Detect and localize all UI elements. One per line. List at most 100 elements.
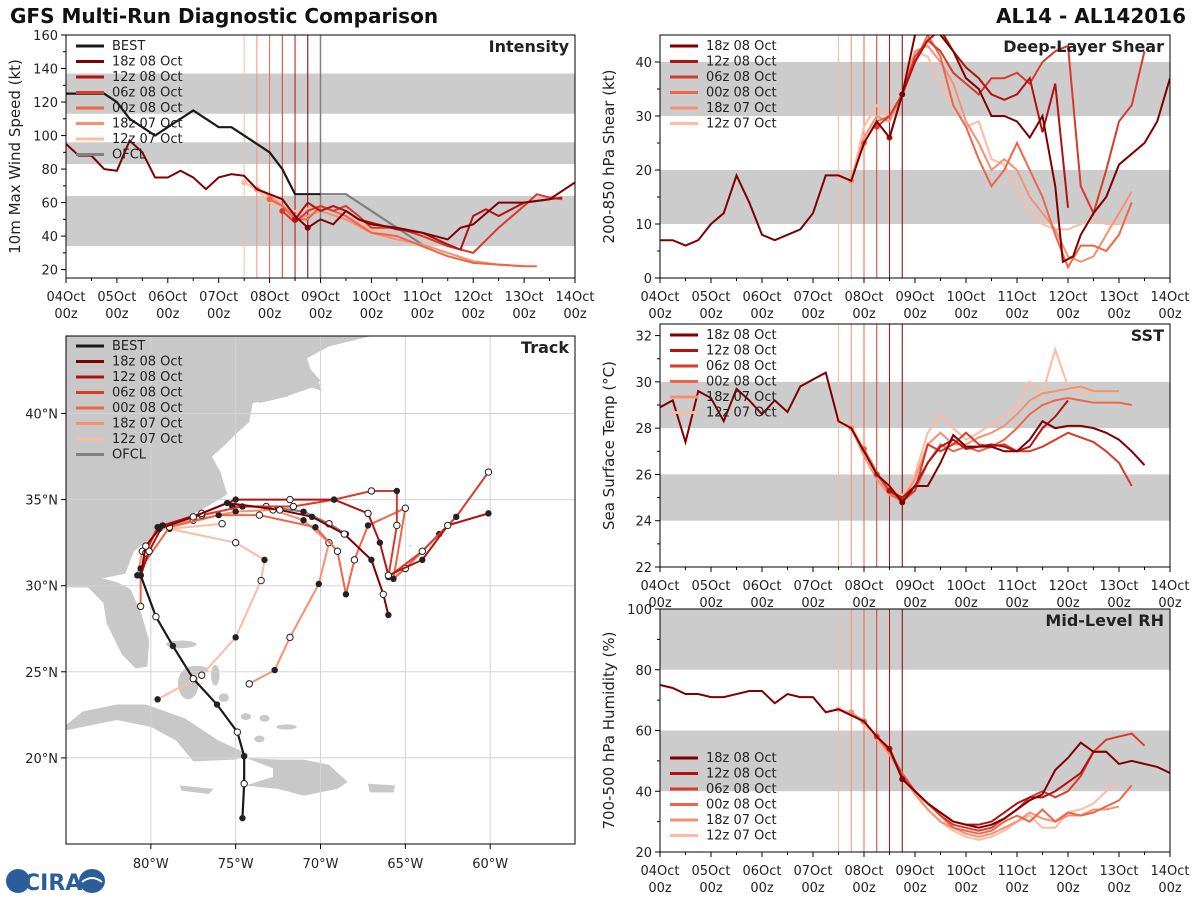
track-point-open: [418, 547, 426, 555]
panel-title: Deep-Layer Shear: [1003, 37, 1164, 56]
x-tick-hour-label: 00z: [512, 307, 536, 322]
land-bahamas-island: [276, 724, 297, 730]
track-point-filled: [312, 523, 319, 531]
legend-label: 00z 08 Oct: [706, 86, 777, 101]
track-point-open: [333, 547, 342, 555]
legend-label: 12z 07 Oct: [112, 132, 183, 147]
y-tick-label: 80: [635, 664, 652, 679]
x-tick-day-label: 13Oct: [1099, 290, 1138, 305]
x-tick-hour-label: 00z: [156, 307, 180, 322]
x-tick-hour-label: 00z: [699, 596, 723, 611]
x-tick-day-label: 04Oct: [640, 864, 679, 879]
x-tick-hour-label: 00z: [801, 881, 825, 896]
track-point-filled: [300, 517, 307, 524]
track-point-open: [289, 502, 298, 511]
y-tick-label: 140: [33, 63, 58, 78]
x-tick-day-label: 09Oct: [895, 864, 934, 879]
track-point-open: [276, 506, 284, 514]
y-tick-label: 20: [635, 164, 652, 179]
track-point-open: [367, 487, 376, 495]
y-tick-label: 100: [627, 603, 652, 618]
track-point-open: [384, 571, 393, 580]
legend-label: OFCL: [112, 148, 147, 163]
track-point-open: [136, 602, 145, 611]
x-tick-hour-label: 00z: [852, 307, 876, 322]
x-tick-hour-label: 00z: [903, 881, 927, 896]
y-tick-label: 26: [635, 468, 652, 483]
x-tick-hour-label: 00z: [648, 596, 672, 611]
legend-label: 12z 07 Oct: [112, 432, 183, 447]
x-tick-hour-label: 00z: [1107, 596, 1131, 611]
series-line: [875, 431, 1133, 502]
track-point-filled: [485, 510, 492, 517]
land-bahamas-island: [254, 735, 265, 743]
track-point-open: [484, 468, 493, 476]
logo-globe-icon: [6, 869, 30, 893]
x-tick-day-label: 05Oct: [691, 864, 730, 879]
x-tick-day-label: 09Oct: [895, 290, 934, 305]
threshold-band: [660, 474, 1170, 521]
x-tick-hour-label: 00z: [258, 307, 282, 322]
x-tick-day-label: 08Oct: [250, 290, 289, 305]
x-tick-hour-label: 00z: [360, 307, 384, 322]
init-point: [899, 91, 906, 98]
y-tick-label: 25°N: [25, 666, 58, 681]
track-point-open: [444, 521, 452, 530]
track-point-open: [286, 633, 294, 642]
land-jamaica: [179, 785, 214, 795]
threshold-band: [660, 609, 1170, 670]
track-point-filled: [213, 701, 221, 708]
x-tick-hour-label: 00z: [801, 307, 825, 322]
track-point-open: [364, 509, 372, 518]
x-tick-day-label: 04Oct: [46, 290, 85, 305]
legend-label: 18z 08 Oct: [706, 751, 777, 766]
x-tick-hour-label: 00z: [1107, 881, 1131, 896]
y-tick-label: 30°N: [25, 580, 58, 595]
x-tick-hour-label: 00z: [750, 307, 774, 322]
land-bahamas-island: [240, 713, 251, 721]
figure-title: GFS Multi-Run Diagnostic Comparison: [10, 4, 439, 28]
x-tick-hour-label: 00z: [105, 307, 129, 322]
x-tick-hour-label: 00z: [1005, 307, 1029, 322]
legend-label: 06z 08 Oct: [112, 386, 183, 401]
track-point-filled: [156, 525, 163, 533]
track-point-filled: [261, 556, 268, 564]
y-axis-label: Sea Surface Temp (°C): [600, 361, 618, 530]
legend-label: 12z 08 Oct: [706, 344, 777, 359]
land-long-island: [256, 394, 289, 404]
legend-label: 12z 08 Oct: [112, 370, 183, 385]
plot-area: [66, 35, 575, 278]
track-point-open: [350, 556, 359, 564]
y-tick-label: 30: [635, 110, 652, 125]
x-tick-day-label: 04Oct: [640, 290, 679, 305]
track-point-filled: [390, 575, 397, 583]
y-tick-label: 30: [635, 376, 652, 391]
x-tick-hour-label: 00z: [648, 307, 672, 322]
track-point-open: [218, 520, 226, 528]
legend-label: 12z 08 Oct: [706, 767, 777, 782]
x-tick-day-label: 10Oct: [946, 864, 985, 879]
track-point-filled: [308, 513, 316, 521]
track-point-filled: [376, 539, 384, 546]
init-point: [279, 207, 286, 214]
legend-label: 12z 07 Oct: [706, 406, 777, 421]
track-point-filled: [364, 522, 372, 529]
y-tick-label: 28: [635, 422, 652, 437]
x-tick-hour-label: 00z: [699, 881, 723, 896]
x-tick-day-label: 11Oct: [997, 290, 1036, 305]
logo-text: CIRA: [24, 871, 82, 896]
legend-label: 18z 07 Oct: [706, 813, 777, 828]
panel-shear: Deep-Layer Shear 0 10 20 30 40 200-850 hPa She…: [600, 34, 1190, 322]
series-line: [66, 138, 575, 241]
panel-sst: SST 22 24 26 28 30 32 Sea Surface Temp (°C) 04Oc…: [600, 323, 1190, 611]
plot-area: [660, 35, 1170, 278]
threshold-band: [660, 730, 1170, 792]
init-point: [304, 224, 311, 231]
y-tick-label: 20: [635, 846, 652, 861]
x-tick-day-label: 14Oct: [1150, 579, 1189, 594]
track-point-filled: [342, 591, 350, 598]
x-tick-hour-label: 00z: [1056, 596, 1080, 611]
x-tick-hour-label: 00z: [411, 307, 435, 322]
legend-label: 12z 07 Oct: [706, 829, 777, 844]
legend-label: 18z 07 Oct: [706, 101, 777, 116]
